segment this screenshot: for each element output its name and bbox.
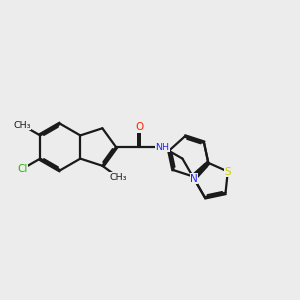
- Text: N: N: [190, 174, 198, 184]
- Text: S: S: [224, 167, 231, 176]
- Text: NH: NH: [155, 142, 170, 152]
- Text: O: O: [135, 122, 143, 132]
- Text: CH₃: CH₃: [110, 173, 127, 182]
- Text: CH₃: CH₃: [13, 121, 31, 130]
- Text: Cl: Cl: [17, 164, 27, 174]
